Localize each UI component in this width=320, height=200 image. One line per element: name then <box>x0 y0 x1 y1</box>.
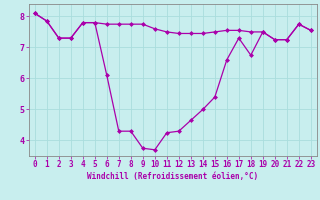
X-axis label: Windchill (Refroidissement éolien,°C): Windchill (Refroidissement éolien,°C) <box>87 172 258 181</box>
